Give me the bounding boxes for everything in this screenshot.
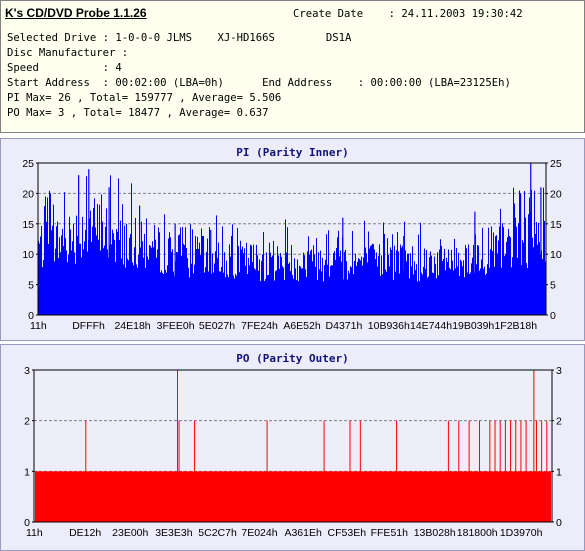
plot-border xyxy=(33,369,553,523)
y-tick-label-right: 0 xyxy=(550,310,556,322)
x-tick-label: 3E3E3h xyxy=(155,527,193,539)
x-tick-label: A361Eh xyxy=(284,527,322,539)
x-tick-label: 181800h xyxy=(457,527,498,539)
po-chart-panel: PO (Parity Outer) 0 0 1 1 2 2 3 3 11h DE12h 23E00h… xyxy=(0,344,585,551)
x-tick-label: 24E18h xyxy=(114,320,150,332)
x-tick-label: 5E027h xyxy=(199,320,235,332)
y-tick-label-left: 3 xyxy=(24,365,30,377)
y-tick-label-left: 25 xyxy=(22,158,34,170)
address-line: Start Address : 00:02:00 (LBA=0h) End Ad… xyxy=(7,77,511,89)
y-tick-label-left: 2 xyxy=(24,416,30,428)
info-header: K's CD/DVD Probe 1.1.26 Create Date : 24… xyxy=(0,0,585,133)
x-tick-label: 14E744h xyxy=(410,320,452,332)
x-tick-label: 7E024h xyxy=(241,527,277,539)
x-tick-label: 1F2B18h xyxy=(494,320,537,332)
y-tick-label-right: 25 xyxy=(550,158,562,170)
x-tick-label: 1D3970h xyxy=(500,527,543,539)
pi-chart-title: PI (Parity Inner) xyxy=(236,146,349,159)
y-tick-label-left: 0 xyxy=(28,310,34,322)
y-tick-label-right: 20 xyxy=(550,188,562,200)
po-summary-line: PO Max= 3 , Total= 18477 , Average= 0.63… xyxy=(7,107,269,119)
y-tick-label-right: 0 xyxy=(556,517,562,529)
y-tick-label-left: 10 xyxy=(22,249,34,261)
y-tick-label-right: 2 xyxy=(556,416,562,428)
y-tick-label-right: 10 xyxy=(550,249,562,261)
pi-chart: 0 0 5 5 10 10 15 15 20 20 25 25 11h DFFFh 24E18h 3FEE0h… xyxy=(22,158,562,332)
x-tick-label: D4371h xyxy=(326,320,363,332)
x-tick-label: 11h xyxy=(30,320,47,332)
y-tick-label-left: 20 xyxy=(22,188,34,200)
y-tick-label-right: 15 xyxy=(550,219,562,231)
pi-bars xyxy=(38,163,546,315)
x-tick-label: DE12h xyxy=(69,527,101,539)
x-tick-label: 13B028h xyxy=(414,527,456,539)
x-tick-label: 11h xyxy=(26,527,43,539)
x-tick-label: A6E52h xyxy=(283,320,321,332)
plot-border xyxy=(37,162,547,316)
y-tick-label-left: 0 xyxy=(24,517,30,529)
x-tick-label: 7FE24h xyxy=(241,320,278,332)
po-chart-title: PO (Parity Outer) xyxy=(236,352,349,365)
po-baseline-fill xyxy=(35,471,551,522)
x-tick-label: DFFFh xyxy=(72,320,105,332)
x-tick-label: CF53Eh xyxy=(328,527,367,539)
y-tick-label-left: 1 xyxy=(24,466,30,478)
selected-drive-line: Selected Drive : 1-0-0-0 JLMS XJ-HD166S … xyxy=(7,32,352,44)
speed-line: Speed : 4 xyxy=(7,62,122,74)
app-title: K's CD/DVD Probe 1.1.26 xyxy=(5,6,147,20)
pi-chart-panel: PI (Parity Inner) 0 0 5 5 10 10 15 15 20 20 25 25 11… xyxy=(0,138,585,341)
x-tick-label: 19B039h xyxy=(452,320,494,332)
y-tick-label-right: 5 xyxy=(550,280,556,292)
y-tick-label-left: 15 xyxy=(22,219,34,231)
x-tick-label: 3FEE0h xyxy=(157,320,195,332)
create-date: Create Date : 24.11.2003 19:30:42 xyxy=(293,8,523,20)
x-tick-label: FFE51h xyxy=(371,527,409,539)
x-tick-label: 23E00h xyxy=(112,527,148,539)
y-tick-label-right: 3 xyxy=(556,365,562,377)
y-tick-label-left: 5 xyxy=(28,280,34,292)
x-tick-label: 10B936h xyxy=(368,320,410,332)
x-tick-label: 5C2C7h xyxy=(198,527,237,539)
pi-summary-line: PI Max= 26 , Total= 159777 , Average= 5.… xyxy=(7,92,282,104)
po-chart: 0 0 1 1 2 2 3 3 11h DE12h 23E00h 3E3E3h 5C2C7h 7E024h… xyxy=(24,365,562,539)
disc-manufacturer-line: Disc Manufacturer : xyxy=(7,47,129,59)
y-tick-label-right: 1 xyxy=(556,466,562,478)
